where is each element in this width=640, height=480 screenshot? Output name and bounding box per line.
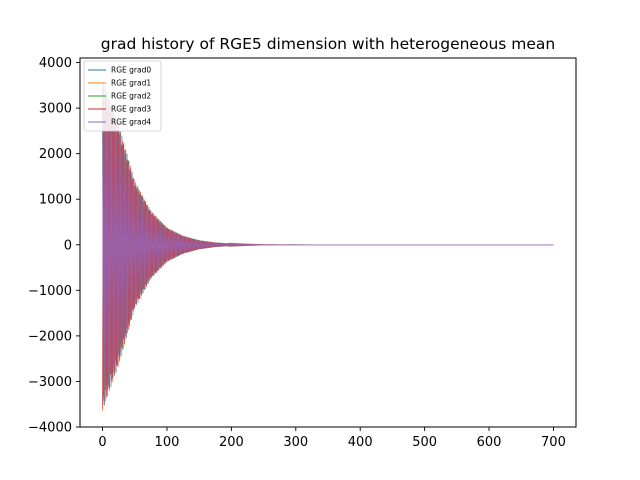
y-tick-label: 3000 (39, 102, 72, 117)
y-tick-label: 1000 (39, 193, 72, 208)
x-tick-label: 200 (219, 435, 244, 450)
legend-label: RGE grad2 (111, 92, 151, 101)
x-tick-label: 0 (98, 435, 106, 450)
y-tick-label: 2000 (39, 147, 72, 162)
y-tick-label: −4000 (28, 421, 72, 436)
legend-label: RGE grad3 (111, 105, 151, 114)
y-tick-label: −2000 (28, 329, 72, 344)
y-tick-label: −3000 (28, 375, 72, 390)
x-tick-label: 600 (477, 435, 502, 450)
legend-box (83, 60, 162, 132)
x-tick-label: 500 (412, 435, 437, 450)
y-axis: 4000 3000 2000 1000 0 −1000 −2000 −3000 −4000 (28, 56, 80, 436)
legend: RGE grad0 RGE grad1 RGE grad2 RGE grad3 RGE … (83, 60, 162, 132)
x-tick-label: 100 (155, 435, 180, 450)
legend-label: RGE grad0 (111, 66, 151, 75)
x-tick-label: 700 (541, 435, 566, 450)
chart-title: grad history of RGE5 dimension with hete… (101, 35, 555, 53)
x-axis: 0 100 200 300 400 500 600 700 (98, 427, 566, 450)
y-tick-label: 4000 (39, 56, 72, 71)
legend-label: RGE grad1 (111, 79, 151, 88)
legend-label: RGE grad4 (111, 118, 151, 127)
plot-frame (79, 57, 577, 428)
x-tick-label: 300 (283, 435, 308, 450)
series-line-rge-grad2 (102, 85, 554, 406)
y-tick-label: 0 (64, 238, 72, 253)
x-tick-label: 400 (348, 435, 373, 450)
series-layer (102, 82, 554, 411)
series-line-rge-grad4 (102, 83, 554, 406)
y-tick-label: −1000 (28, 284, 72, 299)
